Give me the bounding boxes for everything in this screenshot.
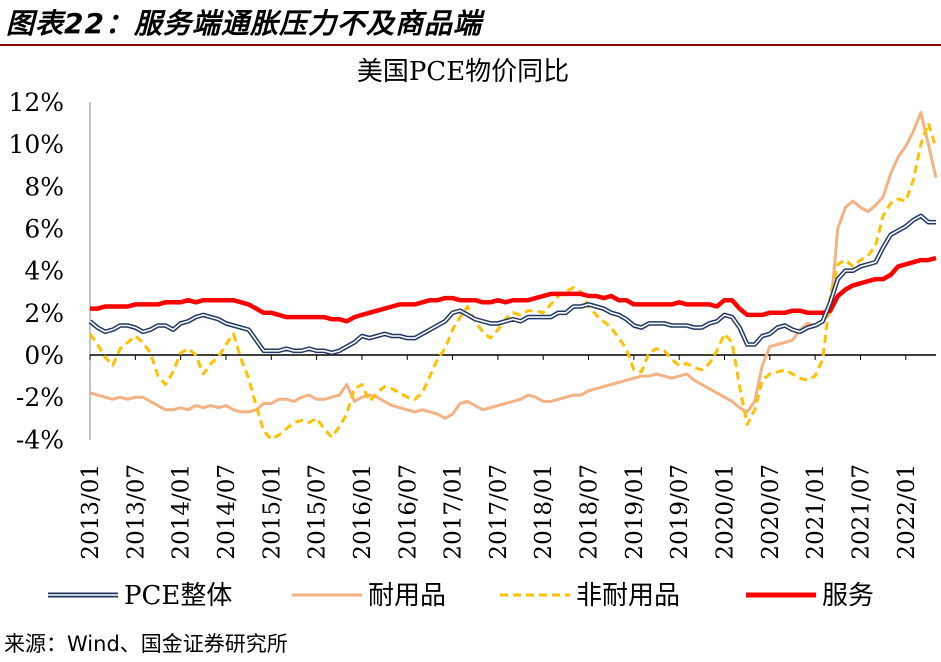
x-tick-label: 2021/07 bbox=[848, 464, 874, 560]
x-tick-label: 2018/01 bbox=[531, 464, 557, 560]
y-tick-label: -2% bbox=[16, 383, 64, 412]
y-tick-label: 4% bbox=[24, 257, 64, 286]
x-tick-label: 2019/01 bbox=[622, 464, 648, 560]
x-tick-label: 2020/01 bbox=[713, 464, 739, 560]
title-divider bbox=[0, 44, 941, 46]
x-tick-label: 2016/07 bbox=[395, 464, 421, 560]
series-line-nondurable bbox=[88, 121, 938, 441]
x-tick-label: 2014/01 bbox=[169, 464, 195, 560]
y-tick-label: 8% bbox=[24, 172, 64, 201]
x-tick-label: 2020/07 bbox=[758, 464, 784, 560]
x-tick-label: 2021/01 bbox=[803, 464, 829, 560]
pce-chart: 美国PCE物价同比 12% 10% 8% 6% 4% 2% 0% -2% -4% 2013/01… bbox=[8, 57, 938, 611]
legend-item-pce-overall: PCE整体 bbox=[124, 581, 232, 611]
x-tick-label: 2016/01 bbox=[350, 464, 376, 560]
source-note: 来源：Wind、国金证券研究所 bbox=[4, 632, 288, 656]
x-tick-label: 2017/01 bbox=[441, 464, 467, 560]
y-tick-label: 10% bbox=[8, 130, 64, 159]
x-tick-label: 2022/01 bbox=[894, 464, 920, 560]
x-tick-label: 2017/07 bbox=[486, 464, 512, 560]
y-tick-label: 2% bbox=[24, 299, 64, 328]
x-tick-label: 2014/07 bbox=[214, 464, 240, 560]
series-line-services bbox=[90, 255, 937, 324]
x-tick-label: 2013/07 bbox=[123, 464, 149, 560]
series-line-pce-overall-inner bbox=[89, 215, 936, 354]
y-tick-label: 0% bbox=[24, 341, 64, 370]
x-tick-label: 2013/01 bbox=[78, 464, 104, 560]
y-tick-label: -4% bbox=[16, 425, 64, 454]
figure-title: 图表22：服务端通胀压力不及商品端 bbox=[6, 7, 482, 40]
y-tick-label: 6% bbox=[24, 215, 64, 244]
y-axis: 12% 10% 8% 6% 4% 2% 0% -2% -4% bbox=[8, 88, 91, 454]
legend-item-durable: 耐用品 bbox=[368, 581, 446, 611]
y-tick-label: 12% bbox=[8, 88, 64, 117]
series-line-durable bbox=[89, 111, 938, 420]
x-tick-label: 2015/01 bbox=[259, 464, 285, 560]
chart-title: 美国PCE物价同比 bbox=[357, 57, 569, 87]
series-line-pce-overall bbox=[88, 213, 936, 356]
x-axis: 2013/01 2013/07 2014/01 2014/07 2015/01 2015/… bbox=[78, 354, 936, 560]
x-tick-label: 2015/07 bbox=[305, 464, 331, 560]
legend-item-services: 服务 bbox=[822, 581, 874, 611]
legend: PCE整体 耐用品 非耐用品 服务 bbox=[48, 581, 874, 611]
x-tick-label: 2018/07 bbox=[577, 464, 603, 560]
legend-item-nondurable: 非耐用品 bbox=[576, 581, 680, 611]
x-tick-label: 2019/07 bbox=[667, 464, 693, 560]
plot-area bbox=[88, 111, 938, 441]
